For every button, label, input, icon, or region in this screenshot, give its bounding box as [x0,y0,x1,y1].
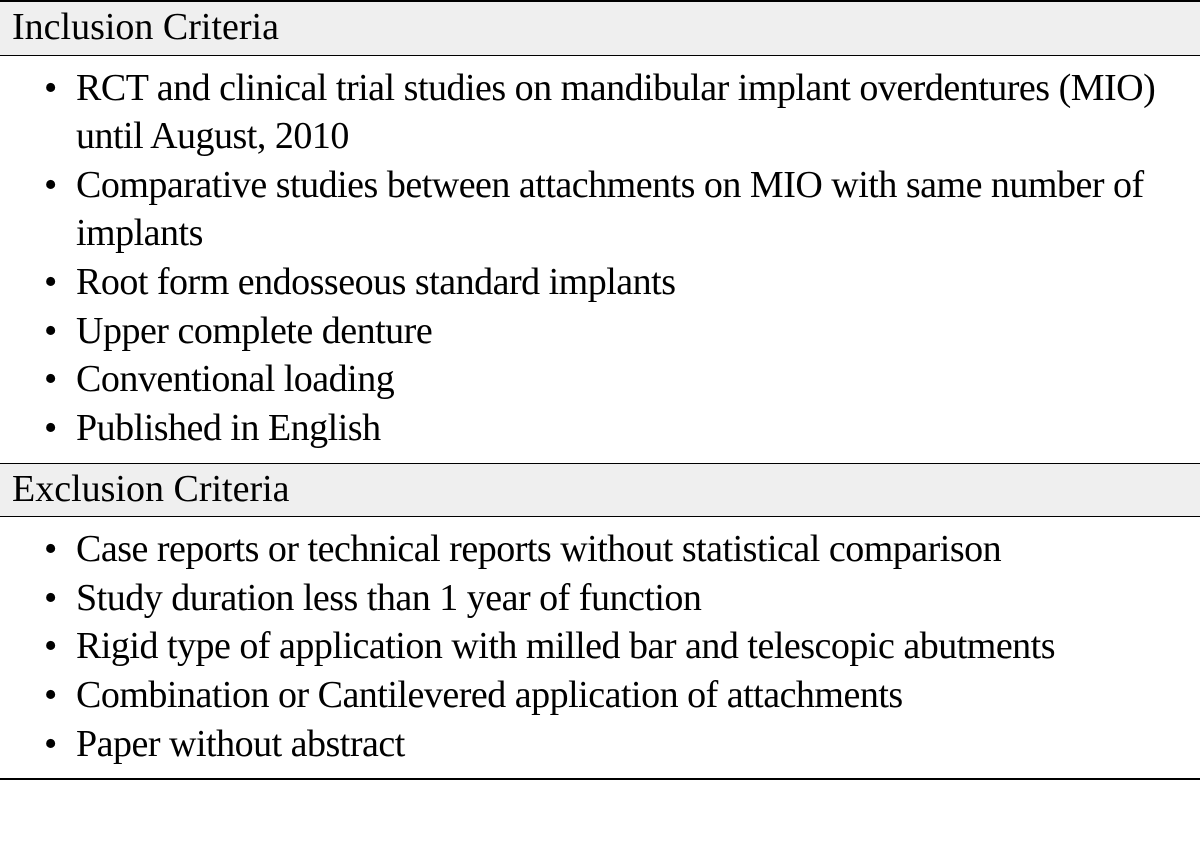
item-text: Published in English [76,404,1188,453]
item-text: Comparative studies between attachments … [76,161,1188,258]
bullet-icon: • [44,720,76,769]
item-text: Conventional loading [76,355,1188,404]
item-text: Study duration less than 1 year of funct… [76,574,1188,623]
list-item: • Upper complete denture [12,307,1188,356]
exclusion-items: • Case reports or technical reports with… [0,517,1200,778]
bullet-icon: • [44,574,76,623]
list-item: • Root form endosseous standard implants [12,258,1188,307]
bullet-icon: • [44,355,76,404]
list-item: • Rigid type of application with milled … [12,622,1188,671]
bullet-icon: • [44,64,76,113]
item-text: Upper complete denture [76,307,1188,356]
bullet-icon: • [44,258,76,307]
list-item: • Comparative studies between attachment… [12,161,1188,258]
inclusion-items: • RCT and clinical trial studies on mand… [0,56,1200,463]
bullet-icon: • [44,404,76,453]
list-item: • Published in English [12,404,1188,453]
bullet-icon: • [44,307,76,356]
bullet-icon: • [44,622,76,671]
inclusion-header-text: Inclusion Criteria [12,6,279,48]
list-item: • RCT and clinical trial studies on mand… [12,64,1188,161]
exclusion-header: Exclusion Criteria [0,463,1200,518]
bullet-icon: • [44,525,76,574]
item-text: Combination or Cantilevered application … [76,671,1188,720]
item-text: Paper without abstract [76,720,1188,769]
item-text: Root form endosseous standard implants [76,258,1188,307]
list-item: • Study duration less than 1 year of fun… [12,574,1188,623]
list-item: • Paper without abstract [12,720,1188,769]
item-text: RCT and clinical trial studies on mandib… [76,64,1188,161]
list-item: • Combination or Cantilevered applicatio… [12,671,1188,720]
item-text: Case reports or technical reports withou… [76,525,1188,574]
item-text: Rigid type of application with milled ba… [76,622,1188,671]
exclusion-header-text: Exclusion Criteria [12,468,290,510]
criteria-table: Inclusion Criteria • RCT and clinical tr… [0,0,1200,780]
bullet-icon: • [44,671,76,720]
inclusion-header: Inclusion Criteria [0,2,1200,56]
bullet-icon: • [44,161,76,210]
list-item: • Case reports or technical reports with… [12,525,1188,574]
list-item: • Conventional loading [12,355,1188,404]
